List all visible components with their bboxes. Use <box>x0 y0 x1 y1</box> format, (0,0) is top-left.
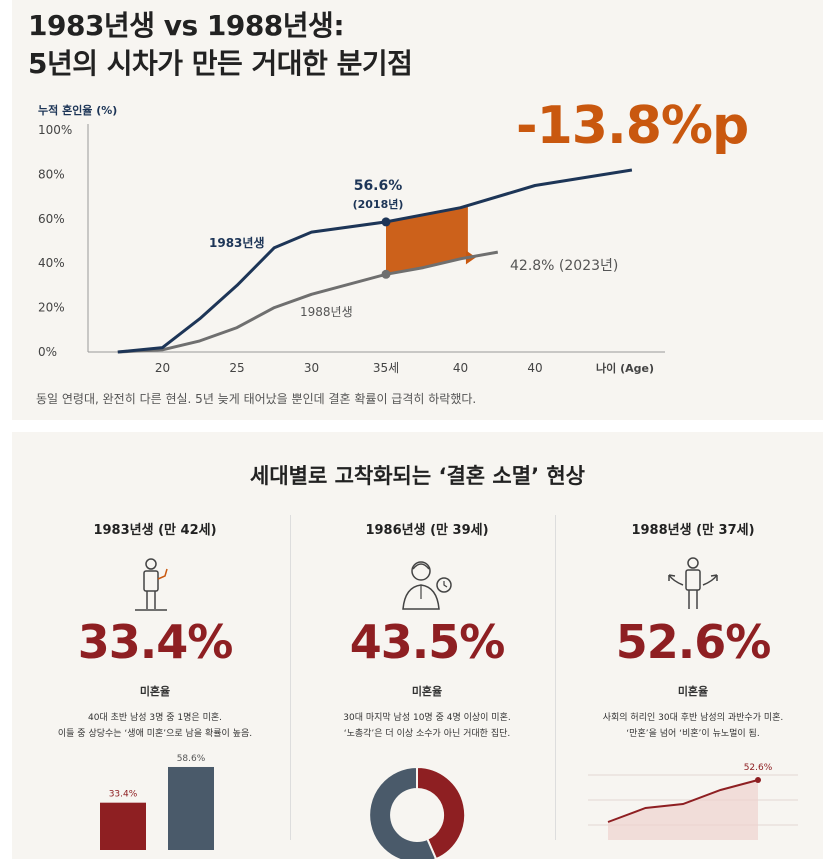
bar-value-label: 33.4% <box>109 790 138 800</box>
description-line-2: ‘만혼’을 넘어 ‘비혼’이 뉴노멀이 됨. <box>626 729 760 739</box>
series-label-1988: 1988년생 <box>300 305 353 319</box>
cohort-description: 40대 초반 남성 3명 중 1명은 미혼. 이들 중 상당수는 ‘생애 미혼’… <box>30 710 280 742</box>
x-tick-label: 35세 <box>373 361 399 375</box>
x-tick-label: 40 <box>453 361 468 375</box>
y-axis-label: 누적 혼인율 (%) <box>38 103 117 117</box>
big-difference-label: -13.8%p <box>516 96 749 156</box>
standing-man-icon <box>135 558 168 611</box>
x-tick-label: 25 <box>229 361 244 375</box>
panel-gap <box>0 420 835 432</box>
description-line-2: 이들 중 상당수는 ‘생애 미혼’으로 남을 확률이 높음. <box>57 729 253 739</box>
description-line-1: 30대 마지막 남성 10명 중 4명 이상이 미혼. <box>343 713 511 723</box>
y-tick-label: 40% <box>38 256 65 270</box>
bar-1983년생 <box>100 802 146 850</box>
unmarried-donut-chart <box>368 765 467 859</box>
annotation-value-1983: 56.6% <box>354 178 403 194</box>
trend-end-label: 52.6% <box>744 763 773 773</box>
description-line-1: 사회의 허리인 30대 후반 남성의 과반수가 미혼. <box>602 713 784 723</box>
title-line-1: 1983년생 vs 1988년생: <box>28 9 345 42</box>
cohort-card-1986: 1986년생 (만 39세) 43.5% 미혼율 30대 마지막 남성 10명 … <box>292 505 562 859</box>
cohort-card-1988: 1988년생 (만 37세) 52.6% 미혼율 사회의 허리인 30대 후반 … <box>558 505 828 859</box>
description-line-1: 40대 초반 남성 3명 중 1명은 미혼. <box>87 713 222 723</box>
cohort-header: 1986년생 (만 39세) <box>365 523 489 538</box>
point-1988-age35 <box>381 269 391 279</box>
section-title: 세대별로 고착화되는 ‘결혼 소멸’ 현상 <box>250 464 585 488</box>
y-tick-label: 0% <box>38 345 57 359</box>
y-tick-label: 80% <box>38 167 65 181</box>
point-1983-age35 <box>381 217 391 227</box>
cohort-card-1983: 1983년생 (만 42세) 33.4% 미혼율 40대 초반 남성 3명 중 … <box>20 505 290 859</box>
donut-slice-기혼 <box>368 765 438 859</box>
y-tick-label: 60% <box>38 212 65 226</box>
comparison-bar-chart: 33.4% 58.6% <box>100 754 214 850</box>
x-tick-label: 30 <box>304 361 319 375</box>
column-divider-1 <box>290 515 291 840</box>
cohort-header: 1988년생 (만 37세) <box>631 523 755 538</box>
series-label-1983: 1983년생 <box>209 235 264 250</box>
title-line-2: 5년의 시차가 만든 거대한 분기점 <box>28 47 413 80</box>
bar-value-label: 58.6% <box>177 754 206 764</box>
series-line-1983 <box>117 168 633 354</box>
trend-line <box>607 779 759 823</box>
bar-1988년생 <box>168 766 214 850</box>
chart-caption: 동일 연령대, 완전히 다른 현실. 5년 늦게 태어났을 뿐인데 결혼 확률이… <box>36 392 477 406</box>
column-divider-2 <box>555 515 556 840</box>
series-line-1988 <box>117 250 499 354</box>
trend-end-point <box>755 777 761 783</box>
trend-area <box>608 780 758 840</box>
rising-trend-chart: 52.6% <box>588 763 798 840</box>
x-tick-label: 20 <box>155 361 170 375</box>
annotation-value-1988: 42.8% (2023년) <box>510 258 618 274</box>
y-tick-label: 20% <box>38 301 65 315</box>
gap-area <box>386 205 468 275</box>
cohort-header: 1983년생 (만 42세) <box>93 523 217 538</box>
cohort-description: 30대 마지막 남성 10명 중 4명 이상이 미혼. ‘노총각’은 더 이상 … <box>302 710 552 742</box>
cohort-description: 사회의 허리인 30대 후반 남성의 과반수가 미혼. ‘만혼’을 넘어 ‘비혼… <box>568 710 818 742</box>
man-with-clock-icon <box>402 561 452 610</box>
x-axis-label: 나이 (Age) <box>596 361 654 375</box>
unmarried-rate-label: 미혼율 <box>677 685 709 698</box>
y-tick-label: 100% <box>38 123 72 137</box>
annotation-year-1983: (2018년) <box>353 197 404 211</box>
unmarried-rate: 43.5% <box>349 615 506 669</box>
donut-slice-미혼 <box>416 765 467 859</box>
man-at-crossroads-icon <box>668 557 718 609</box>
unmarried-rate-label: 미혼율 <box>139 685 171 698</box>
unmarried-rate-label: 미혼율 <box>411 685 443 698</box>
unmarried-rate: 52.6% <box>615 615 772 669</box>
unmarried-rate: 33.4% <box>77 615 234 669</box>
description-line-2: ‘노총각’은 더 이상 소수가 아닌 거대한 집단. <box>343 729 511 739</box>
x-tick-label: 40 <box>527 361 542 375</box>
cumulative-marriage-chart: 누적 혼인율 (%) 0% 20% 40% 60% 80% 100% 20 25 30 35세 40 4… <box>38 103 665 375</box>
